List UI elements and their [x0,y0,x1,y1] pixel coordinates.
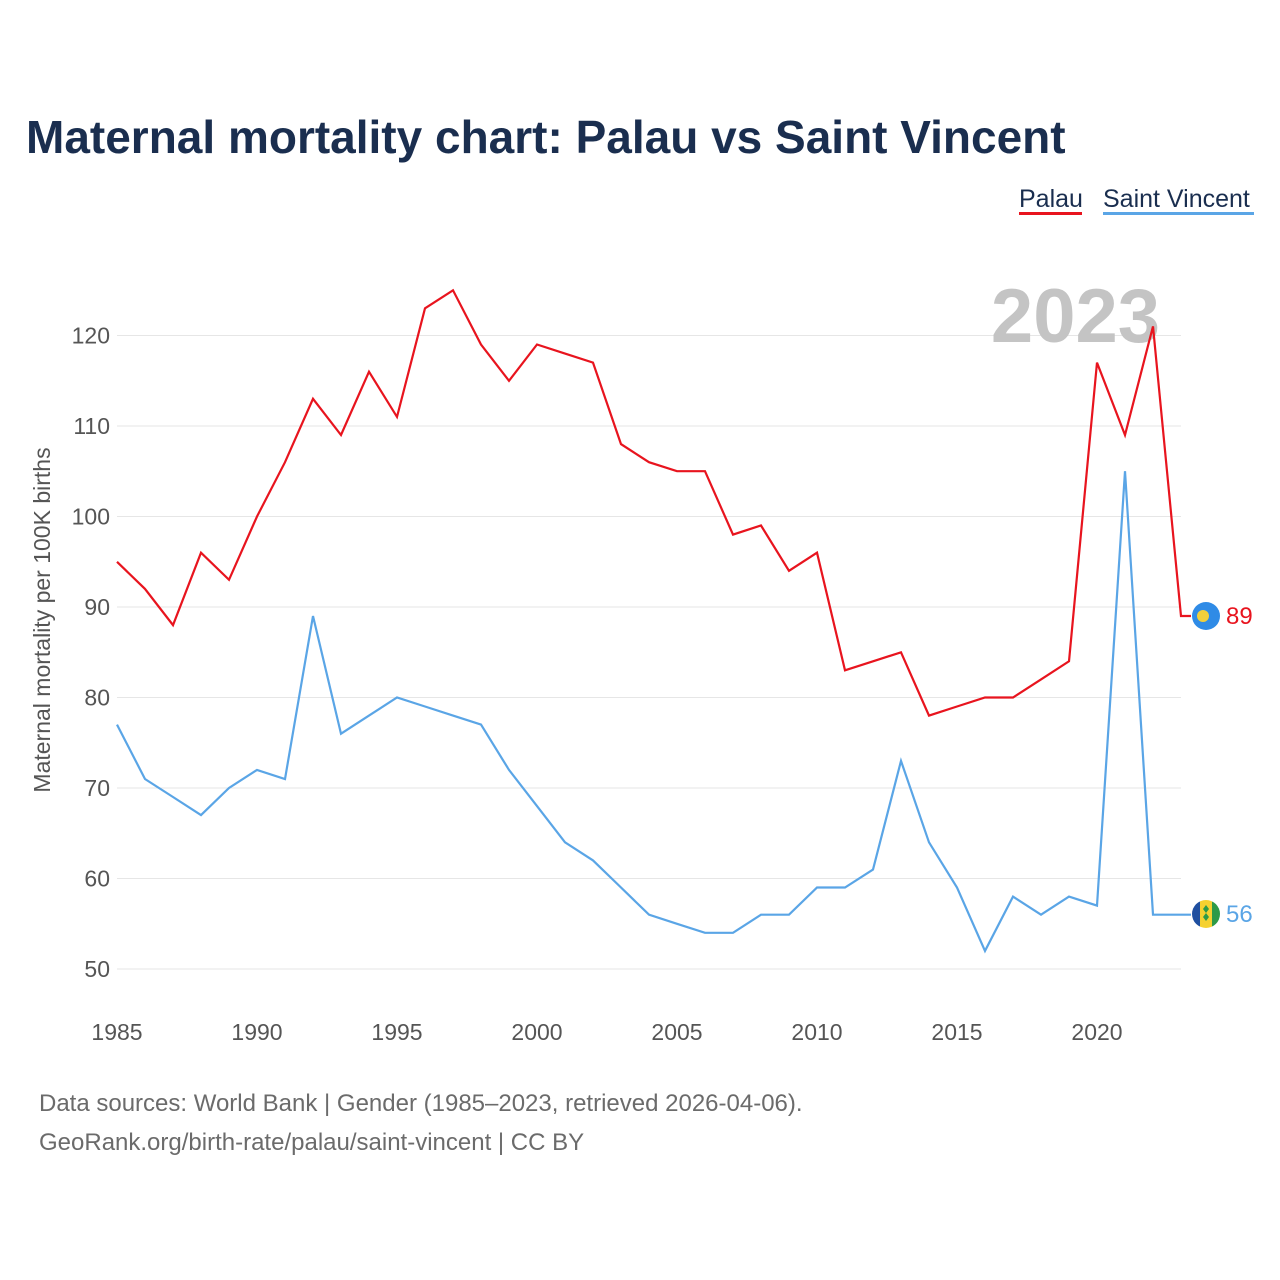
source-line-1: Data sources: World Bank | Gender (1985–… [39,1090,803,1117]
y-tick-label: 110 [73,413,110,439]
x-tick-label: 2010 [791,1019,842,1045]
x-tick-label: 1990 [231,1019,282,1045]
legend-swatch-palau [1019,212,1082,215]
x-tick-label: 2020 [1071,1019,1122,1045]
x-tick-label: 2005 [651,1019,702,1045]
source-line-2: GeoRank.org/birth-rate/palau/saint-vince… [39,1129,584,1156]
y-tick-label: 90 [84,594,110,620]
y-tick-label: 70 [84,775,110,801]
end-value-saint-vincent: 56 [1226,901,1253,928]
x-tick-label: 2015 [931,1019,982,1045]
legend: Palau Saint Vincent [1019,185,1254,215]
y-tick-label: 50 [84,956,110,982]
palau-flag-icon [1192,602,1220,630]
x-tick-label: 2000 [511,1019,562,1045]
legend-swatch-saint-vincent [1103,212,1254,215]
x-axis-ticks: 1985 1990 1995 2000 2005 2010 2015 2020 [91,1019,1122,1045]
legend-label-saint-vincent: Saint Vincent [1103,185,1250,213]
saint-vincent-flag-icon [1192,900,1220,928]
series [116,288,1191,954]
x-tick-label: 1995 [371,1019,422,1045]
y-axis-ticks: 50 60 70 80 90 100 110 120 [72,323,110,983]
gridlines [117,335,1181,970]
y-tick-label: 100 [72,504,110,530]
x-tick-label: 1985 [91,1019,142,1045]
year-watermark: 2023 [991,274,1160,359]
chart-title: Maternal mortality chart: Palau vs Saint… [26,111,1066,163]
y-tick-label: 60 [84,866,110,892]
y-axis-label: Maternal mortality per 100K births [29,447,55,792]
series-line-saint-vincent [116,471,1191,954]
end-value-palau: 89 [1226,603,1253,630]
legend-label-palau: Palau [1019,185,1083,213]
y-tick-label: 120 [72,323,110,349]
y-tick-label: 80 [84,685,110,711]
series-line-palau [116,288,1191,717]
